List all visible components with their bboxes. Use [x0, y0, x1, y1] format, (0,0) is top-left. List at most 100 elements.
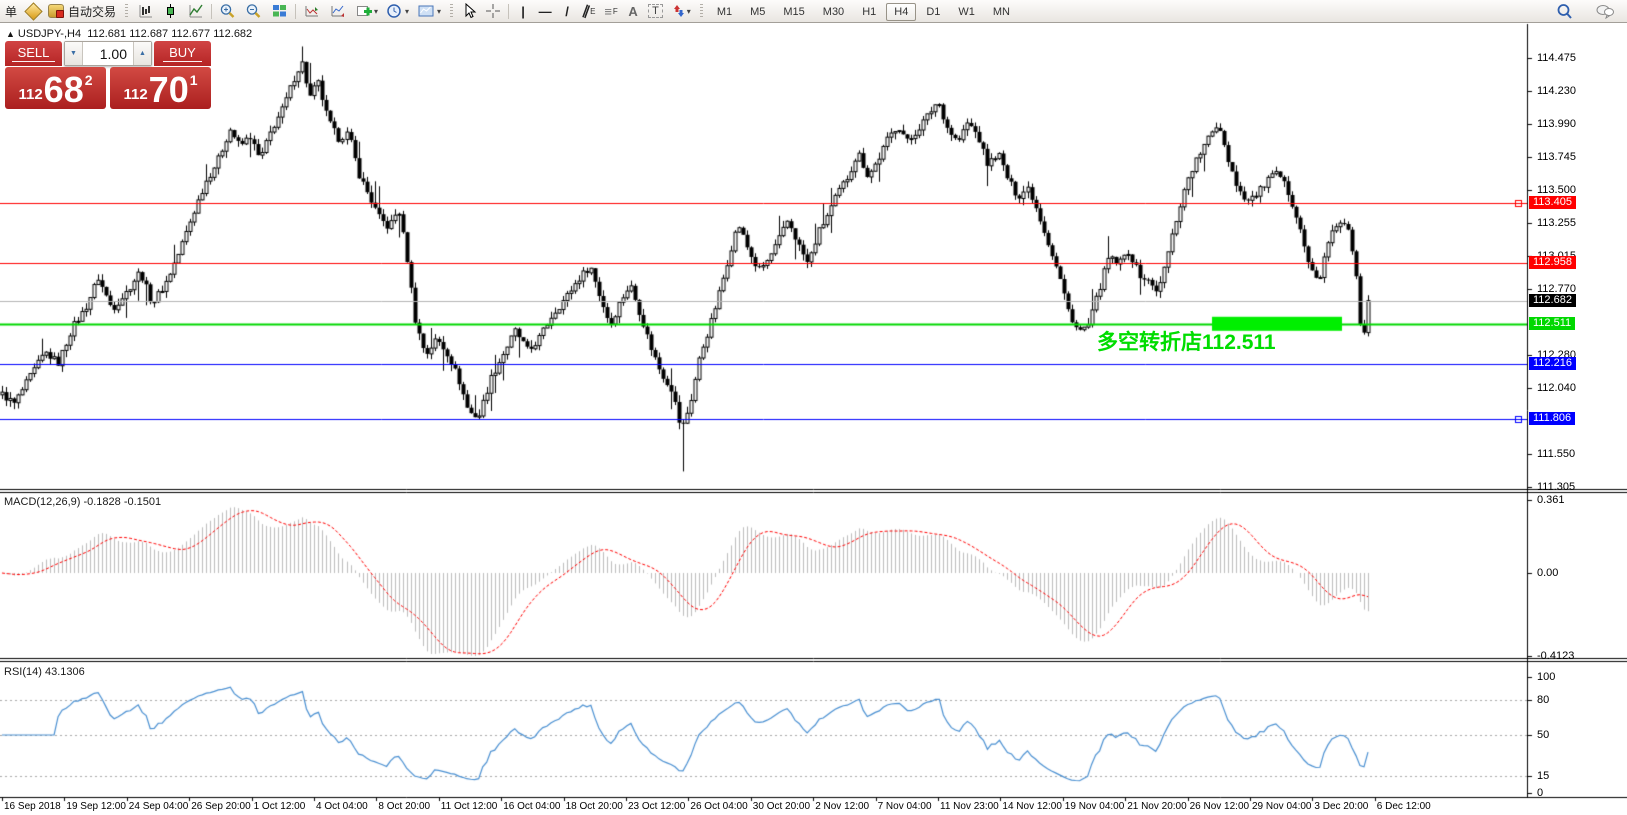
line-chart-icon: [189, 4, 203, 18]
zoom-out-icon: [246, 4, 261, 18]
chart-ohlc-title: ▲ USDJPY-,H4 112.681 112.687 112.677 112.…: [6, 28, 252, 40]
toolbar-grip: [450, 4, 454, 18]
scale-tick-label: 113.745: [1537, 150, 1576, 163]
fibonacci-icon: ≡: [604, 3, 612, 19]
sell-button[interactable]: SELL: [5, 41, 62, 66]
indicator-window-icon: [305, 6, 319, 17]
time-axis-label: 23 Oct 12:00: [628, 801, 686, 812]
channel-tool[interactable]: ∥ E: [579, 1, 599, 21]
scale-tick-label: 113.990: [1537, 117, 1576, 130]
cursor-arrow-icon: [465, 3, 477, 19]
add-indicator-dropdown[interactable]: ▾: [352, 1, 381, 21]
template-icon: [418, 5, 434, 17]
zoom-in-icon: [220, 4, 235, 18]
scale-tick-label: 114.230: [1537, 85, 1576, 98]
crosshair-icon: [486, 4, 501, 18]
scale-tick-label: 100: [1537, 671, 1556, 683]
scale-tick-label: 112.040: [1537, 381, 1576, 394]
volume-increase-button[interactable]: ▲: [133, 42, 151, 65]
vertical-line-tool[interactable]: |: [513, 1, 533, 21]
dropdown-caret-icon: ▾: [686, 6, 691, 16]
rsi-indicator-label: RSI(14) 43.1306: [4, 666, 85, 678]
timeframe-m30-button[interactable]: M30: [822, 6, 845, 18]
template-dropdown[interactable]: ▾: [414, 1, 444, 21]
timeframe-h1-button[interactable]: H1: [862, 6, 877, 18]
channel-icon: ∥: [580, 2, 592, 19]
scale-tick-label: 15: [1537, 769, 1550, 782]
period-dropdown[interactable]: ▾: [383, 1, 412, 21]
price-level-badge: 112.511: [1529, 316, 1576, 330]
crosshair-button[interactable]: [482, 1, 504, 21]
scale-tick-label: 50: [1537, 729, 1550, 741]
time-axis-label: 7 Nov 04:00: [877, 801, 932, 812]
dropdown-caret-icon: ▾: [374, 6, 379, 16]
timeframe-m1-button[interactable]: M1: [716, 6, 733, 18]
scale-tick-label: -0.4123: [1537, 650, 1575, 663]
indicator-window-button[interactable]: [300, 1, 324, 21]
candlestick-chart-button[interactable]: [159, 1, 182, 21]
fibonacci-tool[interactable]: ≡ F: [601, 1, 621, 21]
timeframe-m15-button[interactable]: M15: [783, 6, 805, 18]
sell-price-main: 68: [43, 69, 84, 110]
volume-input[interactable]: 1.00: [99, 45, 127, 62]
text-tool[interactable]: A: [623, 1, 643, 21]
text-label-icon: T: [648, 4, 663, 18]
bar-chart-button[interactable]: [134, 1, 157, 21]
gold-diamond-icon: [23, 1, 43, 21]
timeframe-w1-button[interactable]: W1: [958, 6, 975, 18]
price-level-badge: 112.216: [1529, 356, 1576, 370]
scale-tick-label: 113.500: [1537, 183, 1576, 196]
indicator-window-alt-icon: [331, 5, 345, 17]
chart-annotation-text: 多空转折店112.511: [1097, 331, 1276, 354]
price-level-badge: 112.958: [1529, 256, 1576, 270]
volume-decrease-button[interactable]: ▼: [65, 42, 83, 65]
price-level-badge: 112.682: [1529, 293, 1576, 307]
time-axis-label: 6 Dec 12:00: [1376, 801, 1431, 812]
time-axis-label: 3 Dec 20:00: [1314, 801, 1369, 812]
buy-price-prefix: 112: [123, 86, 148, 103]
search-button[interactable]: [1553, 1, 1577, 21]
one-click-trading-panel: SELL ▼ 1.00 ▲ BUY 112 68 2 112 70 1: [5, 41, 211, 109]
scale-tick-label: 111.305: [1537, 480, 1576, 493]
sell-price-display[interactable]: 112 68 2: [5, 67, 106, 109]
chat-button[interactable]: [1592, 1, 1618, 21]
time-axis-label: 29 Nov 04:00: [1252, 801, 1312, 812]
timeframe-mn-button[interactable]: MN: [992, 6, 1010, 18]
time-axis-label: 14 Nov 12:00: [1002, 801, 1062, 812]
text-label-tool[interactable]: T: [645, 1, 666, 21]
indicator-window-alt-button[interactable]: [326, 1, 350, 21]
autotrading-button[interactable]: 自动交易: [45, 1, 119, 21]
timeframe-m5-button[interactable]: M5: [750, 6, 766, 18]
sell-price-pip: 2: [84, 72, 93, 88]
macd-indicator-label: MACD(12,26,9) -0.1828 -0.1501: [4, 496, 162, 508]
timeframe-d1-button[interactable]: D1: [926, 6, 941, 18]
horizontal-line-tool[interactable]: —: [535, 1, 555, 21]
time-axis-label: 26 Oct 04:00: [690, 801, 748, 812]
trendline-tool[interactable]: /: [557, 1, 577, 21]
channel-sub-label: E: [590, 6, 596, 16]
buy-button[interactable]: BUY: [154, 41, 211, 66]
cursor-button[interactable]: [459, 1, 480, 21]
gold-order-button[interactable]: [23, 1, 43, 21]
new-order-button[interactable]: 单: [1, 1, 21, 21]
buy-price-display[interactable]: 112 70 1: [110, 67, 211, 109]
toolbar-grip: [699, 4, 703, 18]
line-chart-button[interactable]: [184, 1, 207, 21]
time-axis-label: 1 Oct 12:00: [253, 801, 306, 812]
zoom-in-button[interactable]: [216, 1, 240, 21]
zoom-out-button[interactable]: [242, 1, 266, 21]
timeframe-h4-button[interactable]: H4: [886, 3, 917, 21]
timeframe-group: M1 M5 M15 M30 H1 H4 D1 W1 MN: [708, 3, 1019, 21]
dropdown-caret-icon: ▾: [437, 6, 442, 16]
arrows-tool-dropdown[interactable]: ▾: [668, 1, 694, 21]
autotrading-icon: [48, 4, 64, 18]
time-axis-label: 26 Nov 12:00: [1189, 801, 1250, 812]
sell-button-label: SELL: [11, 45, 56, 62]
one-click-collapse-toggle[interactable]: ▲: [6, 29, 15, 39]
time-axis-label: 16 Sep 2018: [4, 801, 61, 812]
buy-button-label: BUY: [163, 45, 202, 62]
scale-tick-label: 80: [1537, 694, 1550, 707]
time-axis-label: 11 Nov 23:00: [940, 801, 999, 812]
tile-windows-button[interactable]: [268, 1, 291, 21]
